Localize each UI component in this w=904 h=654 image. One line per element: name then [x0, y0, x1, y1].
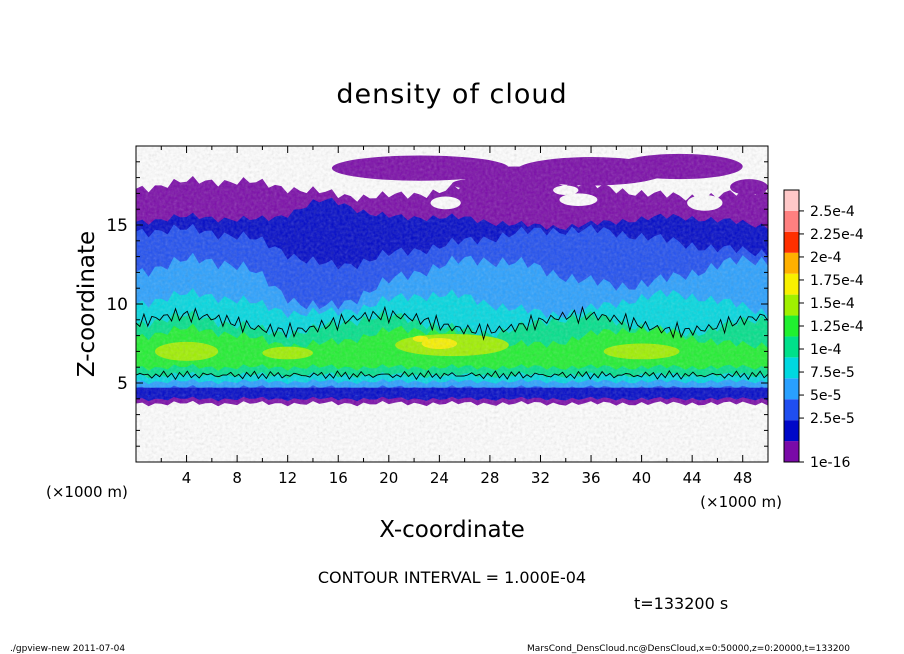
x-tick-label: 36 [581, 469, 600, 487]
colorbar-label: 2.25e-4 [810, 227, 864, 243]
colorbar-label: 2e-4 [810, 250, 842, 266]
colorbar-label: 1.25e-4 [810, 319, 864, 335]
colorbar-label: 2.5e-4 [810, 204, 855, 220]
x-axis: 4 8 12 16 20 24 28 32 36 40 44 48 [160, 146, 769, 487]
colorbar-swatch [784, 273, 799, 295]
colorbar-label: 2.5e-5 [810, 411, 855, 427]
x-tick-label: 44 [683, 469, 702, 487]
footer-left: ./gpview-new 2011-07-04 [10, 644, 125, 654]
x-axis-label: X-coordinate [379, 517, 525, 543]
colorbar-swatch [784, 357, 799, 379]
colorbar-label: 7.5e-5 [810, 365, 855, 381]
footer-right: MarsCond_DensCloud.nc@DensCloud,x=0:5000… [527, 644, 850, 654]
colorbar-swatch [784, 420, 799, 442]
time-label: t=133200 s [634, 594, 728, 613]
colorbar: 1e-16 2.5e-5 5e-5 7.5e-5 1e-4 1.25e-4 1.5e-4 1.… [783, 189, 864, 471]
colorbar-swatch [784, 441, 799, 462]
colorbar-swatch [784, 336, 799, 358]
x-tick-label: 48 [733, 469, 752, 487]
colorbar-label: 1.5e-4 [810, 296, 855, 312]
contour-line-lower [136, 370, 768, 381]
colorbar-label: 5e-5 [810, 388, 841, 404]
y-tick-label: 5 [117, 374, 128, 394]
x-tick-label: 16 [329, 469, 348, 487]
x-tick-label: 12 [278, 469, 297, 487]
colorbar-swatch [784, 294, 799, 316]
y-tick-label: 15 [106, 216, 128, 236]
chart-title: density of cloud [336, 79, 567, 110]
x-tick-label: 28 [480, 469, 499, 487]
x-tick-label: 20 [379, 469, 398, 487]
x-tick-label: 4 [182, 469, 192, 487]
colorbar-swatch [784, 210, 799, 232]
y-tick-label: 10 [106, 295, 128, 315]
x-tick-label: 40 [632, 469, 651, 487]
colorbar-label: 1e-4 [810, 342, 842, 358]
colorbar-swatch [784, 378, 799, 400]
heatmap-field [136, 146, 768, 462]
colorbar-swatch [784, 252, 799, 274]
x-unit-left: (×1000 m) [46, 483, 128, 501]
y-axis-label: Z-coordinate [74, 231, 100, 377]
x-tick-label: 8 [232, 469, 242, 487]
x-unit-right: (×1000 m) [700, 493, 782, 511]
colorbar-label: 1e-16 [810, 455, 850, 471]
contour-interval: CONTOUR INTERVAL = 1.000E-04 [318, 568, 586, 587]
x-tick-label: 32 [531, 469, 550, 487]
colorbar-swatch [784, 231, 799, 253]
colorbar-label: 1.75e-4 [810, 273, 864, 289]
x-tick-label: 24 [430, 469, 449, 487]
colorbar-swatch [784, 315, 799, 337]
y-axis: 5 10 15 [106, 161, 768, 447]
colorbar-swatch [784, 399, 799, 421]
contour-line-upper [136, 305, 768, 341]
colorbar-swatch [784, 190, 799, 211]
